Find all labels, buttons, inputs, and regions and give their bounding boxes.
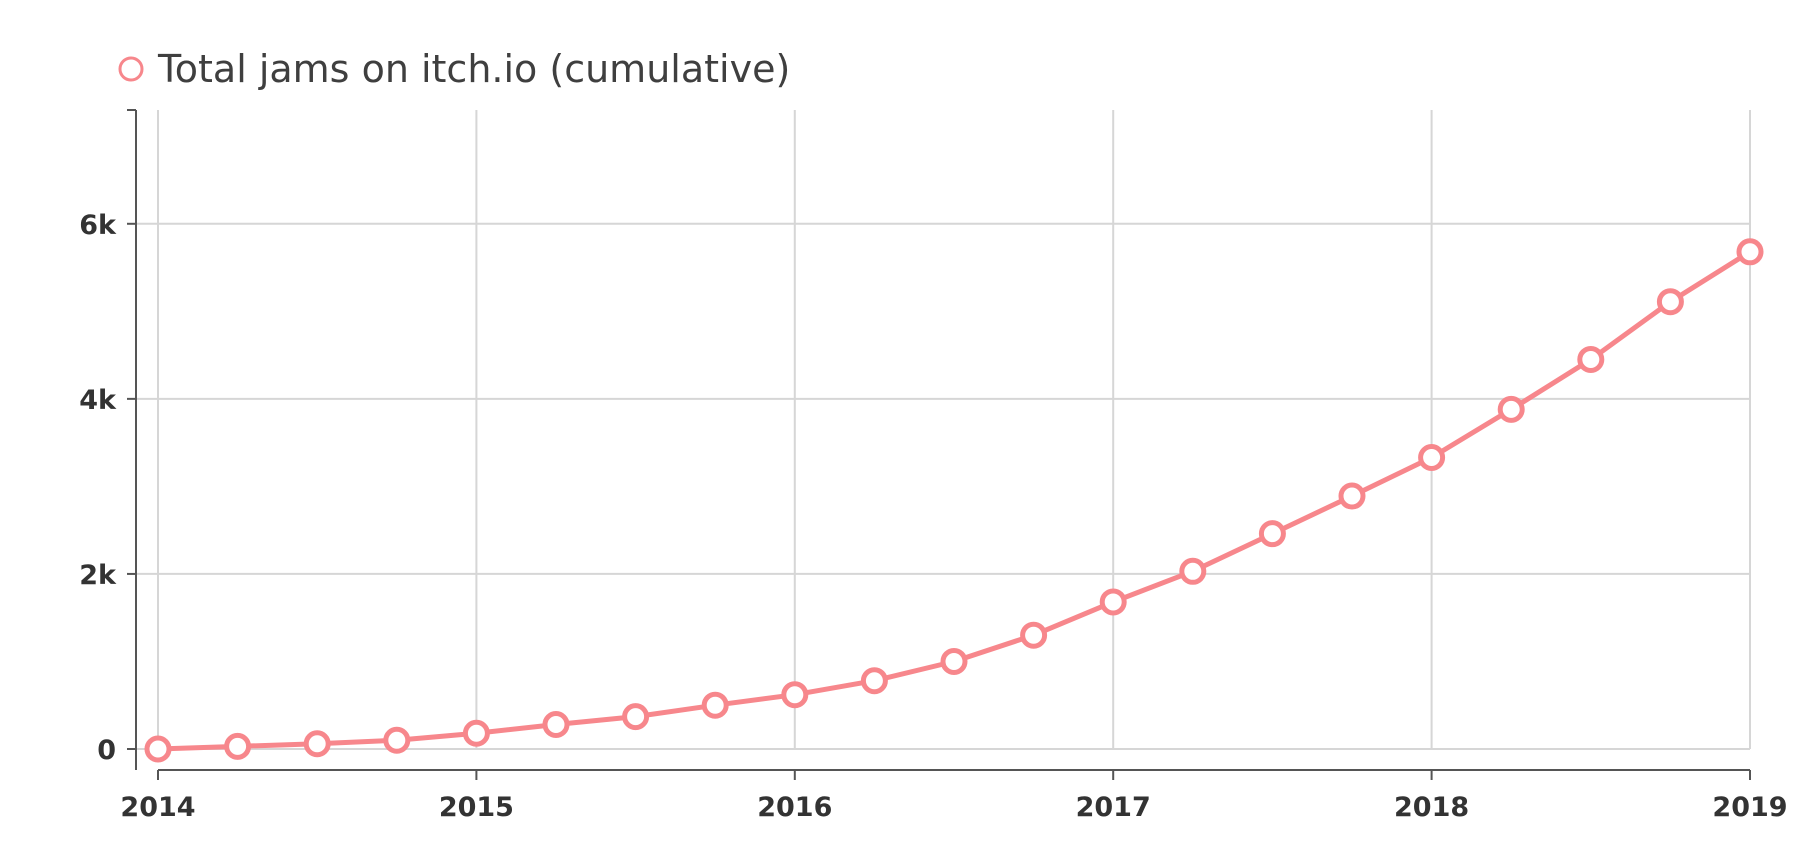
x-tick-label: 2019 <box>1712 792 1787 823</box>
y-tick-label: 0 <box>97 735 116 766</box>
data-point[interactable] <box>701 691 729 719</box>
data-point[interactable] <box>144 735 172 763</box>
data-point[interactable] <box>462 719 490 747</box>
x-tick-label: 2016 <box>757 792 832 823</box>
series-layer <box>144 238 1764 763</box>
data-point[interactable] <box>781 681 809 709</box>
data-point[interactable] <box>860 667 888 695</box>
data-point[interactable] <box>1418 444 1446 472</box>
x-tick-label: 2017 <box>1076 792 1151 823</box>
y-tick-label: 4k <box>79 385 117 416</box>
legend-marker-icon <box>118 56 144 82</box>
data-point[interactable] <box>303 730 331 758</box>
chart-axes <box>127 109 1751 780</box>
data-point[interactable] <box>1497 395 1525 423</box>
data-point[interactable] <box>1656 288 1684 316</box>
x-tick-label: 2014 <box>120 792 195 823</box>
data-point[interactable] <box>224 732 252 760</box>
data-point[interactable] <box>1099 588 1127 616</box>
tick-labels: 0 2k 4k 6k 2014 2015 2016 2017 2018 2019 <box>79 210 1787 823</box>
data-point[interactable] <box>1020 621 1048 649</box>
y-tick-label: 2k <box>79 560 117 591</box>
data-point[interactable] <box>542 710 570 738</box>
chart-legend: Total jams on itch.io (cumulative) <box>118 47 790 91</box>
data-point[interactable] <box>622 703 650 731</box>
data-point[interactable] <box>1577 345 1605 373</box>
data-point[interactable] <box>1258 520 1286 548</box>
data-point[interactable] <box>1736 238 1764 266</box>
data-point[interactable] <box>940 647 968 675</box>
data-point[interactable] <box>1179 557 1207 585</box>
legend-label: Total jams on itch.io (cumulative) <box>157 47 790 91</box>
x-tick-label: 2015 <box>439 792 514 823</box>
grid-lines <box>136 110 1751 750</box>
data-point[interactable] <box>383 726 411 754</box>
data-point[interactable] <box>1338 482 1366 510</box>
y-tick-label: 6k <box>79 210 117 241</box>
x-tick-label: 2018 <box>1394 792 1469 823</box>
